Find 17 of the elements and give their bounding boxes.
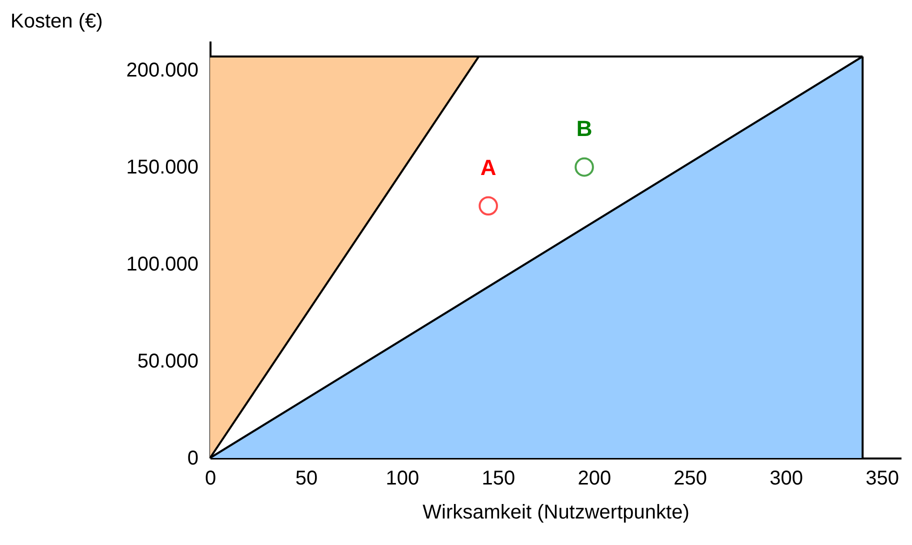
x-tick-label: 0 [204,468,216,490]
x-tick-label: 100 [386,468,420,490]
series-label: B [576,116,592,142]
x-tick-label: 350 [866,468,899,490]
x-tick-label: 300 [770,468,804,490]
x-axis-title: Wirksamkeit (Nutzwertpunkte) [422,502,690,524]
series-label: A [480,154,496,180]
x-tick-label: 50 [295,468,318,490]
y-tick-label: 50.000 [137,350,198,373]
y-tick-label: 200.000 [126,60,198,82]
x-tick-label: 200 [578,468,612,490]
y-tick-label: 150.000 [126,156,198,179]
x-tick-label: 250 [674,468,708,490]
y-tick-label: 0 [187,448,198,470]
y-axis-title: Kosten (€) [10,10,103,32]
y-tick-label: 100.000 [126,254,198,276]
x-tick-label: 150 [482,468,516,490]
